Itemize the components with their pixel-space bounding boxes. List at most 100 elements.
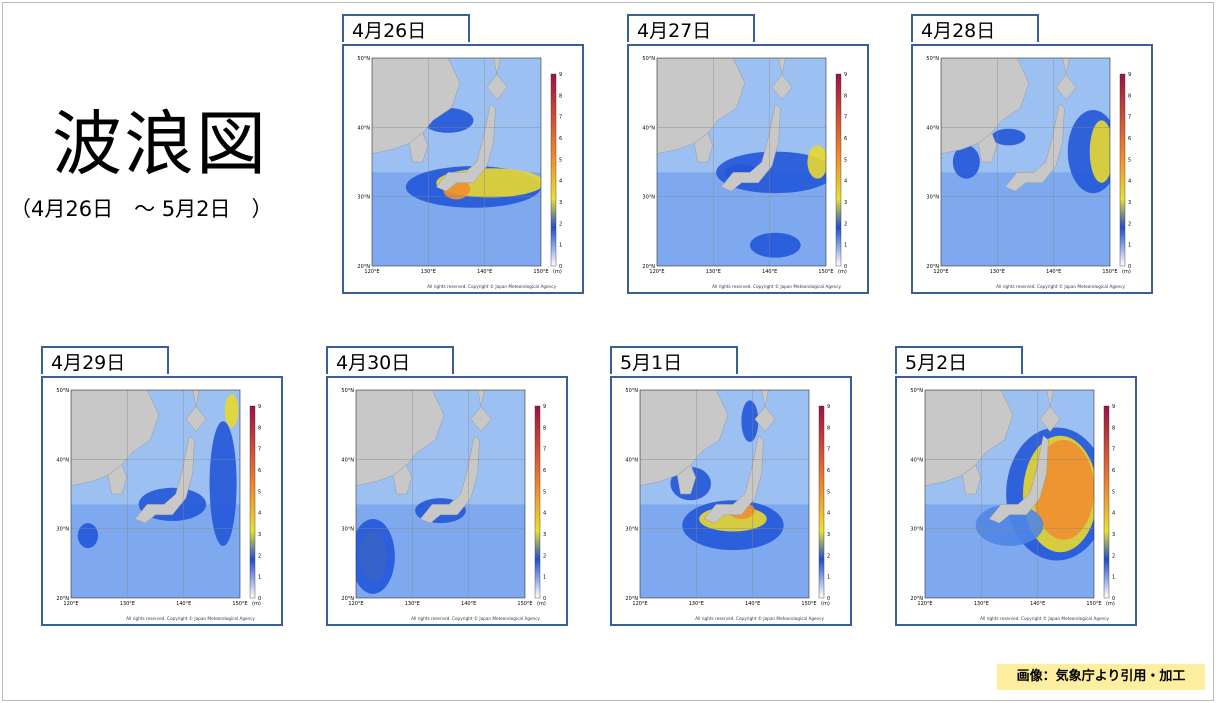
- copyright: All rights reserved. Copyright © Japan M…: [411, 616, 540, 621]
- land: [988, 435, 1049, 524]
- lon-label: 150°E: [818, 269, 833, 275]
- map-body: [657, 58, 826, 266]
- lat-label: 40°N: [357, 125, 370, 131]
- scale-label: 3: [1128, 200, 1131, 206]
- panel-label: 4月26日: [342, 14, 470, 42]
- scale-label: 9: [543, 404, 546, 410]
- scale-label: 5: [827, 489, 830, 495]
- wave-area: [952, 145, 980, 179]
- lat-label: 30°N: [642, 195, 655, 201]
- lat-label: 50°N: [625, 388, 638, 394]
- lon-label: 120°E: [933, 269, 948, 275]
- panel-label: 5月2日: [895, 346, 1023, 374]
- scale-label: 7: [258, 447, 261, 453]
- credit: 画像：気象庁より引用・加工: [997, 664, 1205, 690]
- color-scale: [534, 405, 541, 599]
- scale-label: 1: [543, 575, 546, 581]
- land: [941, 58, 1030, 154]
- wave-area: [209, 421, 237, 546]
- lon-label: 140°E: [1046, 269, 1061, 275]
- color-scale: [1103, 405, 1110, 599]
- land: [493, 58, 501, 75]
- scale-unit: (m): [537, 601, 546, 607]
- scale-label: 9: [827, 404, 830, 410]
- wave-area: [807, 145, 826, 179]
- scale-label: 6: [258, 468, 261, 474]
- land: [419, 435, 480, 524]
- land: [693, 132, 714, 163]
- scale-label: 0: [1112, 596, 1115, 602]
- scale-label: 3: [258, 532, 261, 538]
- scale-label: 0: [1128, 264, 1131, 270]
- scale-label: 3: [827, 532, 830, 538]
- scale-label: 8: [844, 93, 847, 99]
- wave-area: [224, 394, 239, 428]
- panel-label: 5月1日: [610, 346, 738, 374]
- lon-label: 150°E: [801, 601, 816, 607]
- lon-label: 150°E: [517, 601, 532, 607]
- scale-label: 9: [1128, 72, 1131, 78]
- scale-label: 3: [559, 200, 562, 206]
- land: [640, 390, 729, 486]
- scale-label: 8: [543, 425, 546, 431]
- panel-label: 4月27日: [627, 14, 755, 42]
- lat-label: 20°N: [926, 264, 939, 270]
- lat-label: 20°N: [341, 596, 354, 602]
- lon-label: 130°E: [120, 601, 135, 607]
- map-body: [925, 390, 1094, 598]
- lon-label: 140°E: [461, 601, 476, 607]
- scale-label: 4: [1128, 179, 1131, 185]
- land: [486, 74, 508, 100]
- scale-label: 8: [559, 93, 562, 99]
- lon-label: 130°E: [974, 601, 989, 607]
- land: [477, 390, 485, 407]
- lon-label: 140°E: [477, 269, 492, 275]
- map-panel: 50°N 40°N 30°N 20°N 120°E 130°E 140°E 150°E 9 8 7 6…: [911, 44, 1153, 294]
- copyright: All rights reserved. Copyright © Japan M…: [427, 284, 556, 289]
- scale-label: 9: [844, 72, 847, 78]
- lat-label: 30°N: [357, 195, 370, 201]
- land: [392, 464, 413, 495]
- land: [754, 406, 776, 432]
- scale-label: 3: [844, 200, 847, 206]
- scale-label: 2: [1128, 221, 1131, 227]
- scale-label: 1: [559, 243, 562, 249]
- lon-label: 150°E: [533, 269, 548, 275]
- lat-label: 40°N: [910, 457, 923, 463]
- scale-label: 9: [258, 404, 261, 410]
- land: [185, 406, 207, 432]
- panel-label: 4月28日: [911, 14, 1039, 42]
- scale-label: 0: [258, 596, 261, 602]
- land: [356, 390, 445, 486]
- land: [703, 435, 764, 524]
- map-body: [356, 390, 525, 598]
- lat-label: 30°N: [625, 527, 638, 533]
- scale-label: 8: [1112, 425, 1115, 431]
- panel-label: 4月29日: [41, 346, 169, 374]
- scale-label: 1: [258, 575, 261, 581]
- sea-south: [71, 504, 240, 598]
- lat-label: 40°N: [625, 457, 638, 463]
- plot-frame: [940, 57, 1111, 267]
- land: [435, 103, 496, 192]
- scale-label: 4: [827, 511, 830, 517]
- wave-area: [991, 128, 1026, 146]
- lat-label: 30°N: [56, 527, 69, 533]
- lon-label: 120°E: [63, 601, 78, 607]
- scale-label: 2: [827, 553, 830, 559]
- scale-label: 6: [559, 136, 562, 142]
- lon-label: 150°E: [232, 601, 247, 607]
- land: [961, 464, 982, 495]
- wave-area: [741, 400, 759, 442]
- wave-area: [1033, 439, 1094, 540]
- scale-label: 2: [844, 221, 847, 227]
- land: [1046, 390, 1054, 407]
- scale-label: 1: [1128, 243, 1131, 249]
- lat-label: 30°N: [926, 195, 939, 201]
- map-panel: 50°N 40°N 30°N 20°N 120°E 130°E 140°E 150°E 9 8 7 6…: [627, 44, 869, 294]
